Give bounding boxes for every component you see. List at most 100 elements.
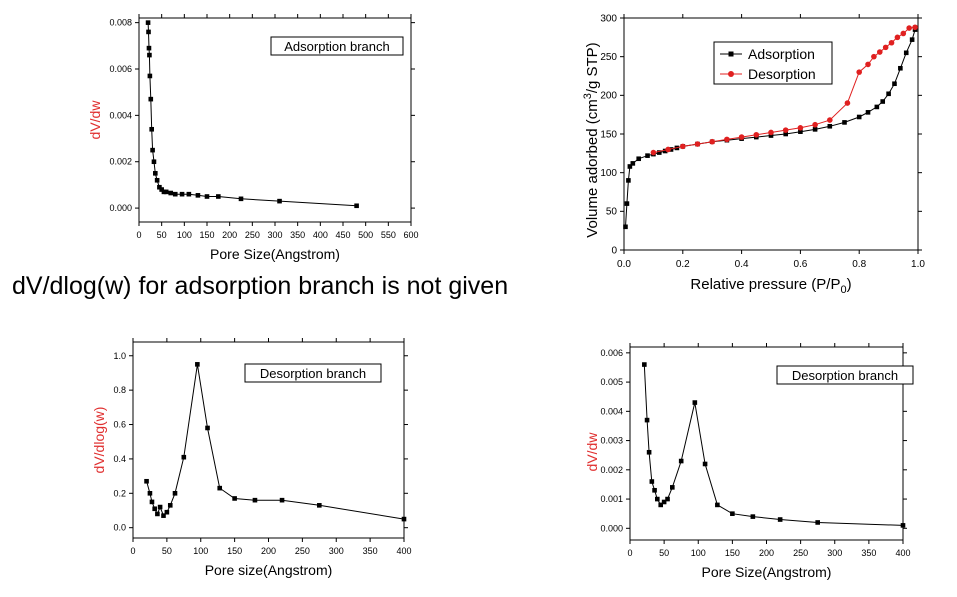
x-tick-label: 0 — [136, 230, 141, 240]
y-tick-label: 0.001 — [600, 494, 623, 504]
x-axis-label-main: Relative pressure (P/P — [690, 276, 840, 293]
x-tick-label: 0.8 — [852, 259, 866, 270]
x-tick-label: 400 — [313, 230, 328, 240]
data-point — [164, 509, 170, 515]
data-point — [827, 117, 833, 123]
x-tick-label: 250 — [793, 548, 808, 558]
data-point — [661, 499, 667, 505]
y-tick-label: 0.4 — [113, 454, 126, 464]
data-point — [146, 45, 152, 51]
data-point — [147, 73, 153, 79]
data-point — [172, 191, 178, 197]
y-tick-label: 1.0 — [113, 351, 126, 361]
data-point — [195, 362, 200, 367]
chart-panel-4: 0 50 100 150 200 250 300 350 400 0.000 0.001 0.002 0… — [584, 343, 914, 580]
data-point — [642, 362, 647, 367]
y-axis-label-end: /g STP) — [584, 42, 601, 93]
data-point — [738, 134, 745, 140]
series-line-1 — [625, 29, 916, 227]
x-tick-label: 0.0 — [617, 259, 631, 270]
data-point — [865, 61, 871, 68]
data-point — [644, 417, 650, 423]
x-tick-label: 350 — [861, 548, 876, 558]
x-tick-label: 550 — [381, 230, 396, 240]
x-tick-label: 0 — [130, 546, 135, 556]
data-point — [650, 149, 657, 156]
y-tick-label: 0.002 — [600, 465, 623, 475]
data-point — [782, 127, 789, 133]
legend-label: Adsorption — [748, 46, 815, 62]
chart-title: Desorption branch — [260, 366, 366, 381]
data-point — [668, 147, 674, 152]
data-point — [277, 198, 282, 204]
x-tick-label: 100 — [177, 230, 192, 240]
data-point — [149, 126, 154, 132]
data-point — [871, 53, 877, 60]
x-tick-label: 0.2 — [676, 259, 690, 270]
y-tick-label: 300 — [600, 13, 617, 24]
x-tick-label: 300 — [329, 546, 344, 556]
data-point — [900, 30, 907, 37]
x-tick-label: 200 — [222, 230, 237, 240]
data-point — [205, 425, 210, 431]
x-tick-label: 350 — [363, 546, 378, 556]
y-axis-label: dV/dw — [584, 432, 600, 472]
data-point — [777, 517, 783, 522]
data-point — [658, 502, 664, 508]
x-tick-label: 400 — [895, 548, 910, 558]
x-axis-label: Pore Size(Angstrom) — [702, 564, 832, 580]
y-tick-label: 0.002 — [109, 157, 132, 167]
data-point — [217, 485, 223, 491]
data-point — [317, 503, 322, 508]
data-point — [898, 65, 903, 71]
data-point — [646, 449, 652, 455]
x-tick-label: 100 — [691, 548, 706, 558]
data-point — [662, 148, 668, 154]
data-point — [154, 177, 160, 183]
title-box — [244, 363, 382, 383]
series-line-1 — [146, 364, 405, 520]
y-axis-label: Volume adorbed (cm3/g STP) — [582, 42, 601, 237]
data-point — [151, 159, 157, 165]
data-point — [888, 39, 895, 46]
data-point — [146, 29, 151, 35]
y-tick-label: 0.0 — [113, 523, 126, 533]
data-point — [161, 513, 166, 518]
x-tick-label: 150 — [227, 546, 242, 556]
data-point — [186, 191, 192, 197]
data-point — [354, 203, 359, 209]
data-point — [159, 187, 164, 192]
y-tick-label: 0.2 — [113, 488, 126, 498]
data-point — [856, 114, 862, 120]
y-tick-label: 0.004 — [600, 406, 623, 416]
data-point — [144, 478, 149, 484]
x-tick-label: 0.6 — [793, 259, 807, 270]
legend-box — [713, 41, 833, 85]
data-point — [163, 189, 169, 195]
data-point — [874, 104, 880, 110]
x-tick-label: 300 — [827, 548, 842, 558]
data-point — [694, 141, 701, 147]
x-tick-label: 150 — [199, 230, 214, 240]
data-point — [626, 178, 631, 183]
x-tick-label: 0.4 — [735, 259, 749, 270]
x-tick-label: 50 — [157, 230, 167, 240]
data-point — [842, 120, 847, 125]
x-tick-label: 600 — [403, 230, 418, 240]
x-tick-label: 400 — [396, 546, 411, 556]
y-tick-label: 0.004 — [109, 110, 132, 120]
data-point — [702, 461, 708, 467]
x-tick-label: 150 — [725, 548, 740, 558]
x-tick-label: 200 — [261, 546, 276, 556]
y-tick-label: 250 — [600, 52, 617, 63]
y-tick-label: 0.006 — [109, 64, 132, 74]
data-point — [709, 138, 715, 145]
data-point — [238, 196, 244, 202]
x-tick-label: 0 — [627, 548, 632, 558]
data-point — [232, 496, 237, 501]
data-point — [655, 496, 660, 502]
data-point — [652, 487, 657, 493]
y-tick-label: 150 — [600, 129, 617, 140]
data-point — [636, 156, 641, 162]
y-tick-label: 0.003 — [600, 436, 623, 446]
